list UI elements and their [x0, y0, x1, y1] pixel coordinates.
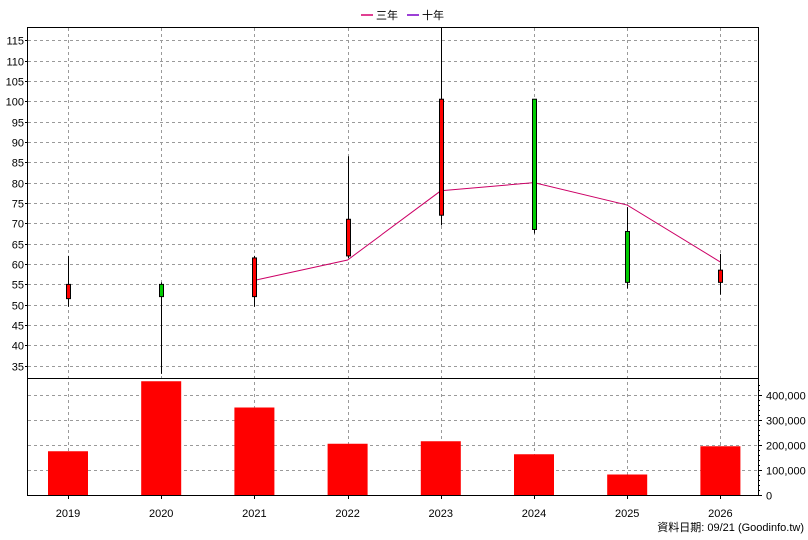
volume-bar — [420, 441, 461, 495]
average-line — [254, 182, 721, 281]
volume-bar — [327, 443, 368, 495]
volume-tick-label: 200,000 — [766, 441, 806, 453]
volume-bar — [234, 407, 275, 495]
price-tick-label: 40 — [12, 341, 24, 353]
volume-bars — [48, 381, 741, 495]
three-year-average-line — [254, 182, 721, 281]
category-tick-label: 2026 — [708, 508, 732, 520]
legend-label-ten-year: 十年 — [422, 8, 444, 22]
price-tick-label: 105 — [6, 77, 24, 89]
price-tick-label: 50 — [12, 301, 24, 313]
candle-body — [159, 283, 164, 298]
price-tick-label: 60 — [12, 260, 24, 272]
price-tick-label: 100 — [6, 97, 24, 109]
category-tick-label: 2024 — [522, 508, 546, 520]
volume-bar — [700, 446, 741, 495]
candle-body — [346, 218, 351, 257]
candle-body — [252, 257, 257, 298]
category-tick-label: 2022 — [335, 508, 359, 520]
price-tick-label: 65 — [12, 240, 24, 252]
candle-body — [625, 230, 630, 283]
grid — [28, 28, 758, 495]
plot-frame — [27, 27, 759, 496]
price-tick-label: 70 — [12, 219, 24, 231]
price-tick-label: 90 — [12, 138, 24, 150]
candle-body — [66, 283, 71, 300]
category-tick-label: 2025 — [615, 508, 639, 520]
candle-body — [718, 269, 723, 283]
price-tick-label: 35 — [12, 362, 24, 374]
legend: 三年 十年 — [361, 8, 444, 22]
price-tick-label: 110 — [6, 57, 24, 69]
volume-tick-label: 0 — [766, 491, 772, 503]
price-tick-label: 75 — [12, 199, 24, 211]
volume-tick-label: 100,000 — [766, 466, 806, 478]
category-tick-label: 2023 — [429, 508, 453, 520]
category-tick-label: 2019 — [56, 508, 80, 520]
axes: 35 40 45 50 55 60 65 70 75 80 85 90 95 100 105 110 115 0 1… — [6, 36, 806, 521]
price-tick-label: 45 — [12, 321, 24, 333]
data-date-credit: 資料日期: 09/21 (Goodinfo.tw) — [657, 522, 804, 534]
category-tick-label: 2020 — [149, 508, 173, 520]
price-tick-label: 115 — [6, 36, 24, 48]
legend-label-three-year: 三年 — [376, 8, 398, 22]
price-tick-label: 55 — [12, 280, 24, 292]
volume-bar — [514, 454, 554, 495]
candle-body — [439, 98, 444, 216]
volume-tick-label: 300,000 — [766, 416, 806, 428]
candle-body — [532, 98, 537, 230]
price-tick-label: 95 — [12, 118, 24, 130]
price-tick-label: 85 — [12, 158, 24, 170]
volume-bar — [48, 451, 88, 495]
volume-bar — [141, 381, 182, 495]
category-tick-label: 2021 — [242, 508, 266, 520]
volume-bar — [607, 474, 648, 495]
price-tick-label: 80 — [12, 179, 24, 191]
volume-tick-label: 400,000 — [766, 391, 806, 403]
candlesticks — [66, 28, 723, 374]
